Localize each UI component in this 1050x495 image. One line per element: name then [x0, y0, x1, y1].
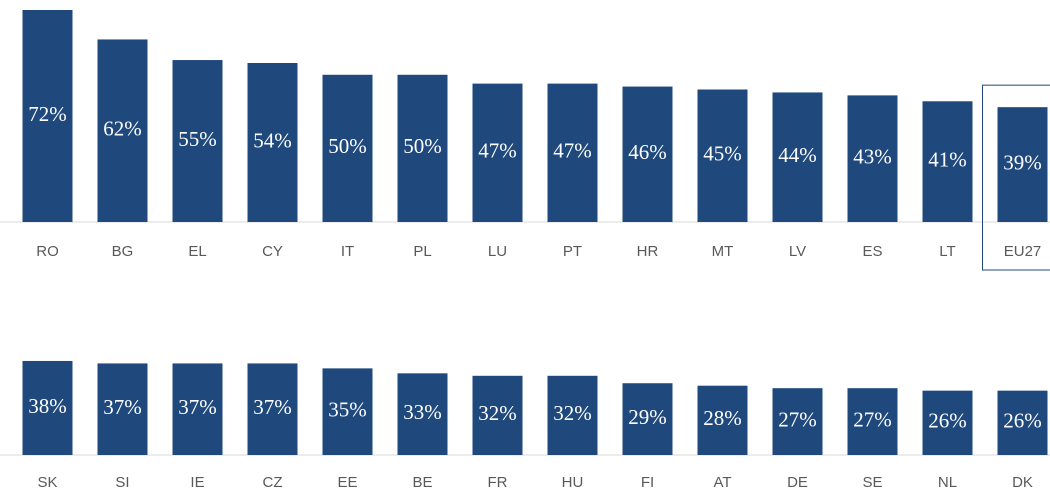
- value-label: 47%: [553, 139, 592, 163]
- bar: [247, 363, 298, 455]
- x-tick-label: LT: [939, 243, 955, 260]
- value-label: 38%: [28, 394, 67, 418]
- value-label: 26%: [928, 409, 967, 433]
- bar: [22, 360, 73, 455]
- x-tick-label: LV: [789, 243, 806, 260]
- bar: [547, 375, 598, 455]
- bar: [997, 107, 1048, 222]
- bar: [97, 363, 148, 455]
- bar: [697, 89, 748, 222]
- value-label: 43%: [853, 145, 892, 169]
- bar: [172, 60, 223, 222]
- bar: [472, 83, 523, 222]
- value-label: 72%: [28, 102, 67, 126]
- bar: [847, 388, 898, 455]
- x-tick-label: FI: [641, 474, 654, 491]
- x-tick-label: BG: [112, 243, 134, 260]
- bar: [997, 390, 1048, 455]
- value-label: 27%: [853, 407, 892, 431]
- x-tick-label: SK: [37, 474, 57, 491]
- x-tick-label: IE: [190, 474, 204, 491]
- bar: [247, 63, 298, 222]
- bar: [97, 39, 148, 222]
- value-label: 32%: [553, 401, 592, 425]
- value-label: 44%: [778, 143, 817, 167]
- x-tick-label: DE: [787, 474, 808, 491]
- x-tick-label: BE: [412, 474, 432, 491]
- bar: [22, 10, 73, 222]
- x-tick-label: EL: [188, 243, 206, 260]
- bar: [772, 92, 823, 222]
- x-tick-label: ES: [862, 243, 882, 260]
- bar: [547, 83, 598, 222]
- value-label: 41%: [928, 147, 967, 171]
- highlight-box: [982, 84, 1050, 271]
- x-tick-label: SE: [862, 474, 882, 491]
- bar: [622, 86, 673, 222]
- x-tick-label: IT: [341, 243, 354, 260]
- x-tick-label: HU: [562, 474, 584, 491]
- value-label: 26%: [1003, 409, 1042, 433]
- bar: [697, 385, 748, 455]
- x-tick-label: CZ: [263, 474, 283, 491]
- value-label: 37%: [253, 395, 292, 419]
- value-label: 37%: [103, 395, 142, 419]
- bar: [847, 95, 898, 222]
- x-tick-label: EE: [337, 474, 357, 491]
- value-label: 39%: [1003, 150, 1042, 174]
- x-tick-label: PT: [563, 243, 582, 260]
- x-tick-label: HR: [637, 243, 659, 260]
- value-label: 50%: [403, 134, 442, 158]
- bar: [322, 368, 373, 455]
- value-label: 33%: [403, 400, 442, 424]
- x-tick-label: DK: [1012, 474, 1033, 491]
- x-tick-label: SI: [115, 474, 129, 491]
- value-label: 32%: [478, 401, 517, 425]
- value-label: 46%: [628, 140, 667, 164]
- bar: [622, 383, 673, 455]
- bar: [772, 388, 823, 455]
- value-label: 37%: [178, 395, 217, 419]
- x-tick-label: RO: [36, 243, 59, 260]
- bar: [322, 74, 373, 223]
- value-label: 55%: [178, 127, 217, 151]
- value-label: 28%: [703, 406, 742, 430]
- x-tick-label: PL: [413, 243, 431, 260]
- value-label: 29%: [628, 405, 667, 429]
- bar: [922, 390, 973, 455]
- x-tick-label: FR: [488, 474, 508, 491]
- x-tick-label: CY: [262, 243, 283, 260]
- x-tick-label: MT: [712, 243, 734, 260]
- value-label: 50%: [328, 134, 367, 158]
- value-label: 62%: [103, 117, 142, 141]
- value-label: 27%: [778, 407, 817, 431]
- bar: [472, 375, 523, 455]
- bar: [922, 101, 973, 222]
- x-tick-label: EU27: [1004, 243, 1042, 260]
- value-label: 45%: [703, 142, 742, 166]
- bar: [397, 74, 448, 223]
- bar: [172, 363, 223, 455]
- value-label: 35%: [328, 398, 367, 422]
- x-tick-label: AT: [713, 474, 731, 491]
- value-label: 47%: [478, 139, 517, 163]
- bar: [397, 373, 448, 455]
- value-label: 54%: [253, 128, 292, 152]
- x-tick-label: NL: [938, 474, 957, 491]
- x-tick-label: LU: [488, 243, 507, 260]
